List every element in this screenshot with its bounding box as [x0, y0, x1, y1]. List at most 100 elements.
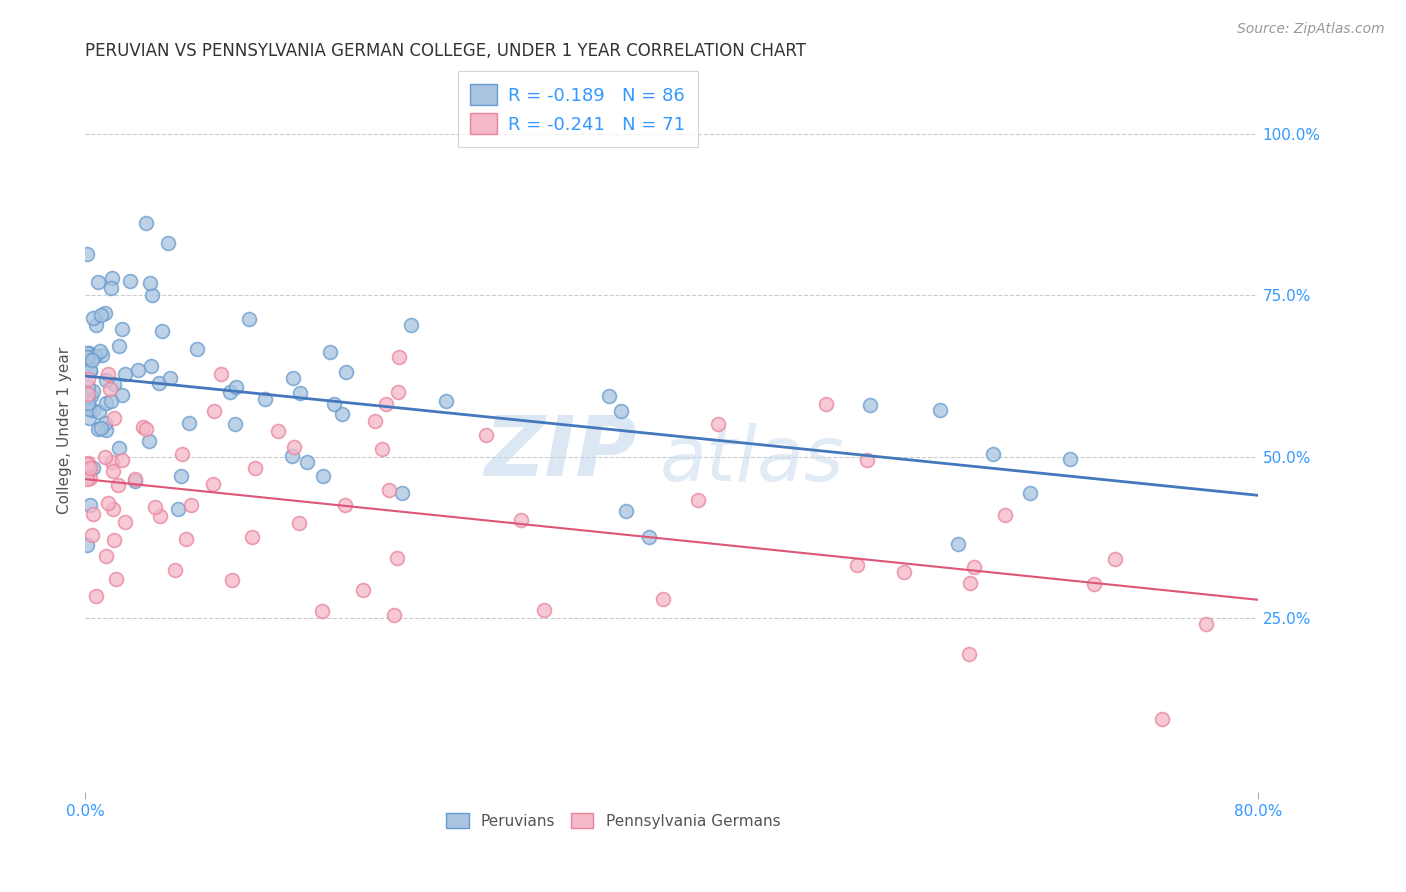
Point [243, 461, 266, 475]
Point [311, 604, 333, 618]
Point [957, 647, 980, 661]
Point [76, 538, 98, 552]
Point [1104, 552, 1126, 566]
Point [94, 396, 117, 410]
Point [378, 483, 401, 497]
Point [84, 589, 107, 603]
Point [152, 324, 174, 338]
Point [221, 573, 243, 587]
Point [637, 530, 659, 544]
Point [686, 493, 709, 508]
Point [76, 456, 98, 470]
Point [610, 404, 633, 418]
Text: ZIP: ZIP [484, 412, 637, 493]
Point [111, 322, 134, 336]
Point [82, 508, 104, 522]
Point [1019, 486, 1042, 500]
Point [124, 474, 146, 488]
Point [114, 515, 136, 529]
Point [391, 486, 413, 500]
Point [101, 501, 124, 516]
Point [90, 308, 112, 322]
Point [856, 453, 879, 467]
Point [107, 478, 129, 492]
Point [202, 477, 225, 491]
Point [385, 551, 408, 566]
Point [77, 386, 100, 401]
Point [533, 603, 555, 617]
Point [323, 396, 346, 410]
Point [165, 563, 187, 577]
Point [382, 607, 405, 622]
Point [96, 423, 118, 437]
Point [87, 422, 110, 436]
Point [335, 365, 357, 379]
Point [94, 417, 117, 431]
Point [287, 516, 309, 530]
Point [139, 359, 162, 373]
Point [240, 530, 263, 544]
Point [82, 403, 104, 417]
Point [141, 288, 163, 302]
Point [330, 408, 353, 422]
Point [288, 386, 311, 401]
Point [319, 345, 342, 359]
Point [209, 368, 232, 382]
Point [101, 270, 124, 285]
Point [127, 363, 149, 377]
Point [333, 498, 356, 512]
Point [107, 441, 129, 455]
Point [87, 275, 110, 289]
Point [84, 318, 107, 332]
Point [180, 498, 202, 512]
Point [76, 350, 98, 364]
Point [814, 397, 837, 411]
Point [994, 508, 1017, 522]
Point [105, 572, 128, 586]
Point [218, 385, 240, 400]
Point [118, 274, 141, 288]
Point [266, 425, 288, 439]
Point [96, 549, 118, 563]
Point [135, 422, 157, 436]
Y-axis label: College, Under 1 year: College, Under 1 year [58, 347, 72, 515]
Point [283, 440, 305, 454]
Point [82, 384, 104, 398]
Point [77, 411, 100, 425]
Point [90, 421, 112, 435]
Point [103, 411, 125, 425]
Point [475, 428, 498, 442]
Point [148, 376, 170, 391]
Point [79, 461, 101, 475]
Point [94, 306, 117, 320]
Point [80, 528, 103, 542]
Point [76, 346, 98, 360]
Point [138, 276, 160, 290]
Point [225, 380, 247, 394]
Point [224, 417, 246, 431]
Point [434, 393, 457, 408]
Point [82, 310, 104, 325]
Point [79, 363, 101, 377]
Point [1083, 577, 1105, 591]
Point [312, 468, 335, 483]
Point [176, 533, 198, 547]
Point [254, 392, 277, 406]
Point [652, 591, 675, 606]
Point [110, 453, 132, 467]
Point [295, 455, 318, 469]
Point [101, 455, 124, 469]
Point [388, 351, 411, 365]
Point [114, 368, 136, 382]
Point [90, 348, 112, 362]
Point [352, 583, 374, 598]
Point [1195, 617, 1218, 632]
Point [370, 442, 392, 456]
Point [103, 376, 125, 391]
Point [946, 537, 969, 551]
Point [79, 464, 101, 478]
Point [87, 404, 110, 418]
Point [76, 396, 98, 410]
Point [399, 318, 422, 332]
Point [77, 346, 100, 360]
